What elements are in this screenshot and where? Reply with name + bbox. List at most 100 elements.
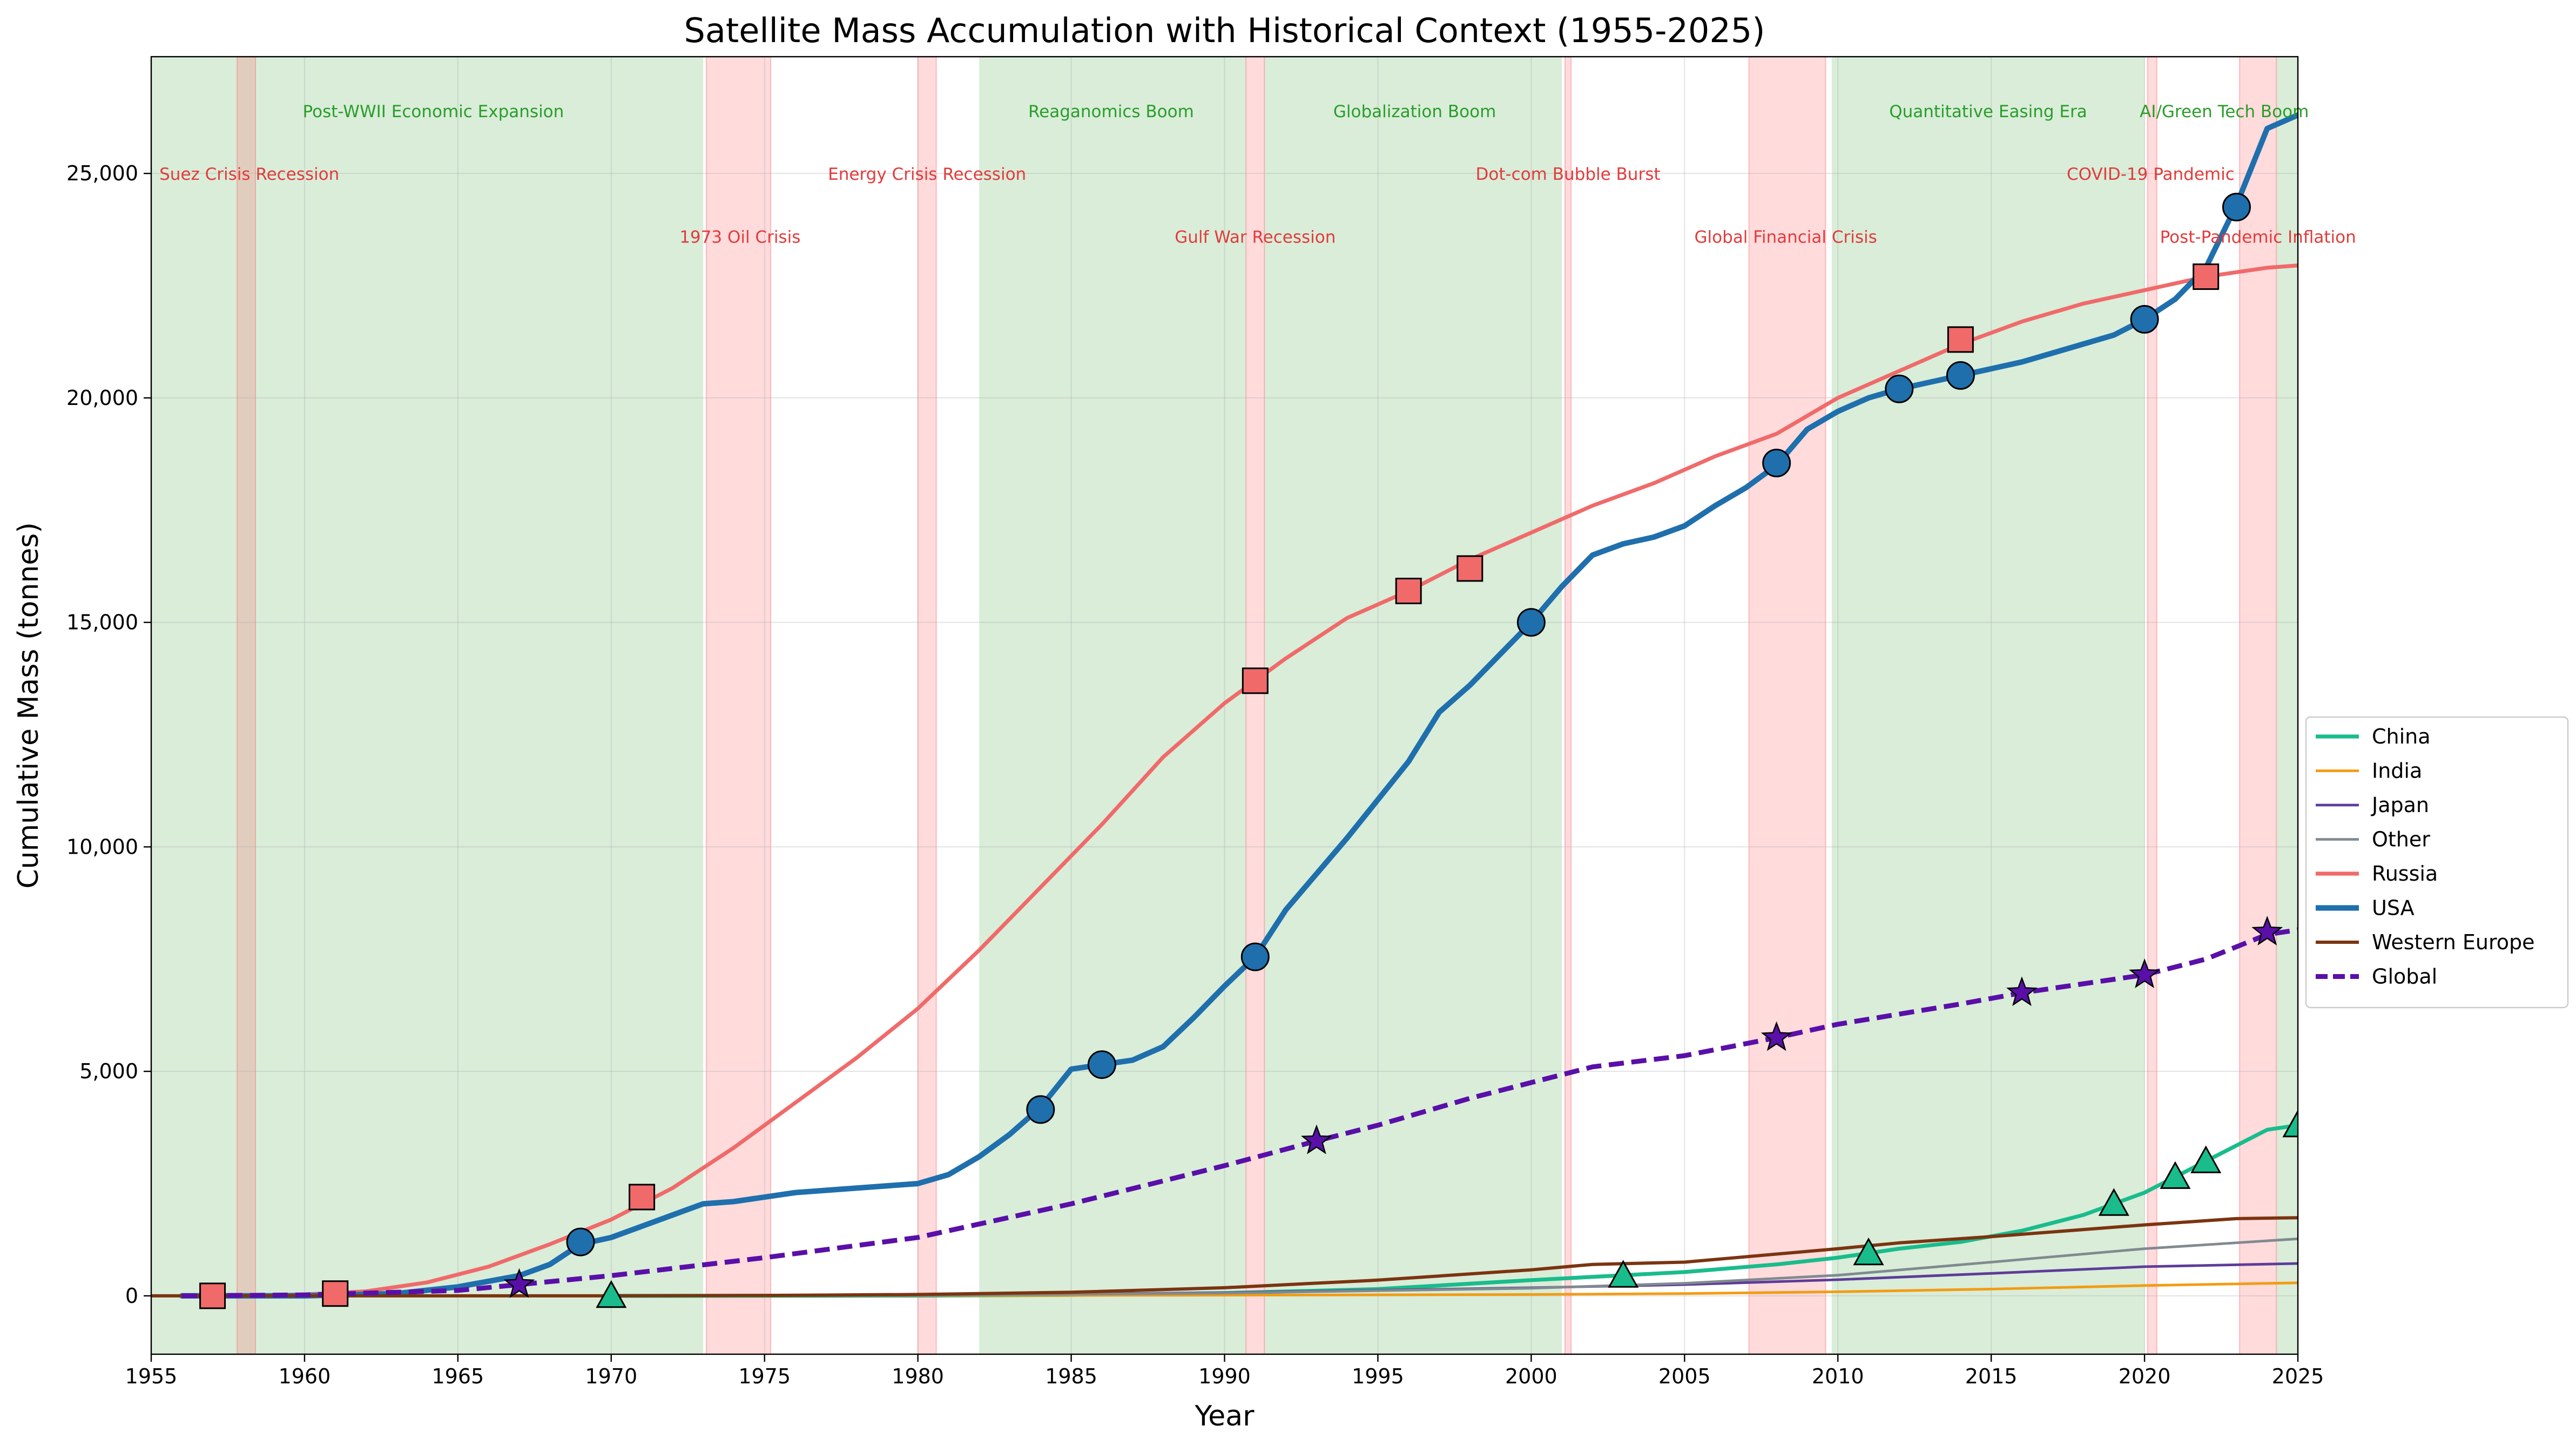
marker-usa — [1240, 942, 1270, 971]
legend-label-japan: Japan — [2371, 793, 2429, 817]
y-axis-label: Cumulative Mass (tonnes) — [12, 522, 45, 889]
recession-band-global-financial-crisis — [1748, 57, 1826, 1354]
legend-box — [2305, 716, 2569, 1009]
legend-label-china: China — [2372, 725, 2431, 748]
recession-label-suez-crisis-recession: Suez Crisis Recession — [159, 165, 339, 184]
recession-label-dot-com-bubble-burst: Dot-com Bubble Burst — [1475, 165, 1660, 184]
legend-label-other: Other — [2372, 828, 2430, 852]
x-tick-label: 1965 — [431, 1364, 484, 1388]
marker-usa — [566, 1227, 595, 1256]
y-tick-label: 25,000 — [66, 161, 138, 185]
y-tick-label: 15,000 — [66, 611, 138, 634]
series-lines — [151, 112, 2298, 1299]
x-tick-label: 1995 — [1352, 1364, 1404, 1388]
x-tick-label: 1980 — [892, 1364, 944, 1388]
x-axis-label: Year — [1194, 1400, 1255, 1433]
marker-china — [1853, 1237, 1884, 1266]
period-bands — [151, 57, 2298, 1354]
recession-band-suez-crisis-recession — [237, 57, 257, 1354]
chart-title: Satellite Mass Accumulation with Histori… — [684, 11, 1765, 50]
marker-russia — [1456, 555, 1483, 582]
legend-label-usa: USA — [2372, 896, 2415, 920]
recession-band-post-pandemic-inflation — [2239, 57, 2277, 1354]
recession-band-1973-oil-crisis — [705, 57, 772, 1354]
recession-band-gulf-war-recession — [1245, 57, 1265, 1354]
axes: 1955 1960 1965 1970 1975 1980 1985 1990 1995 2000… — [66, 161, 2324, 1388]
marker-china — [2098, 1188, 2129, 1216]
legend-label-india: India — [2372, 759, 2422, 783]
legend-label-russia: Russia — [2372, 862, 2438, 886]
x-tick-label: 1970 — [585, 1364, 637, 1388]
boom-band-quantitative-easing-era — [1831, 57, 2145, 1354]
x-tick-label: 1985 — [1045, 1364, 1097, 1388]
series-line-russia — [211, 263, 2298, 1298]
marker-usa — [1516, 608, 1546, 637]
y-tick-label: 10,000 — [66, 835, 138, 859]
boom-band-reaganomics-boom — [979, 57, 1246, 1354]
marker-russia — [2193, 263, 2220, 290]
marker-china — [1608, 1260, 1639, 1288]
series-markers — [199, 193, 2298, 1309]
legend-label-western-europe: Western Europe — [2372, 930, 2535, 954]
boom-band-post-wwii-economic-expansion — [151, 57, 704, 1354]
marker-usa — [2222, 193, 2251, 222]
recession-band-energy-crisis-recession — [917, 57, 937, 1354]
marker-russia — [629, 1184, 656, 1211]
marker-china — [2190, 1145, 2222, 1173]
x-tick-label: 2010 — [1812, 1364, 1864, 1388]
recession-band-covid-19-pandemic — [2147, 57, 2157, 1354]
marker-russia — [1947, 326, 1974, 353]
recession-label-energy-crisis-recession: Energy Crisis Recession — [828, 165, 1026, 184]
legend: China India Japan Other Russia USA Western Eur… — [2305, 716, 2569, 1009]
recession-label-covid-19-pandemic: COVID-19 Pandemic — [2067, 165, 2235, 184]
y-tick-label: 5,000 — [79, 1059, 138, 1083]
x-tick-label: 1955 — [125, 1364, 178, 1388]
x-tick-label: 1975 — [738, 1364, 791, 1388]
legend-label-global: Global — [2372, 965, 2437, 989]
marker-usa — [1026, 1095, 1055, 1124]
x-tick-label: 2015 — [1965, 1364, 2018, 1388]
marker-china — [2160, 1161, 2191, 1189]
recession-label-gulf-war-recession: Gulf War Recession — [1175, 228, 1336, 247]
marker-russia — [1242, 667, 1269, 694]
series-line-western-europe — [151, 1216, 2298, 1298]
x-tick-label: 1960 — [279, 1364, 331, 1388]
recession-label-post-pandemic-inflation: Post-Pandemic Inflation — [2160, 228, 2356, 247]
marker-global — [2006, 976, 2038, 1006]
marker-china — [2282, 1109, 2298, 1138]
boom-band-globalization-boom — [1264, 57, 1562, 1354]
y-tick-label: 20,000 — [66, 386, 138, 410]
recession-label-global-financial-crisis: Global Financial Crisis — [1695, 228, 1877, 247]
marker-russia — [1395, 577, 1422, 604]
marker-global — [503, 1268, 535, 1298]
marker-usa — [2130, 305, 2159, 334]
marker-global — [2251, 915, 2283, 945]
x-tick-label: 2005 — [1658, 1364, 1711, 1388]
marker-china — [596, 1280, 627, 1308]
marker-usa — [1885, 374, 1914, 403]
marker-usa — [1946, 361, 1975, 390]
boom-label-ai-green-tech-boom: AI/Green Tech Boom — [2140, 102, 2309, 121]
period-labels: Post-WWII Economic Expansion Reaganomics … — [159, 102, 2356, 247]
y-tick-label: 0 — [125, 1284, 138, 1308]
marker-global — [1761, 1021, 1792, 1051]
marker-russia — [322, 1280, 349, 1307]
marker-global — [2129, 958, 2160, 988]
marker-usa — [1087, 1050, 1116, 1079]
marker-usa — [1762, 448, 1791, 477]
x-tick-label: 2020 — [2119, 1364, 2171, 1388]
boom-band-ai-green-tech-boom — [2276, 57, 2298, 1354]
marker-russia — [199, 1282, 226, 1309]
marker-global — [1300, 1124, 1332, 1154]
x-tick-label: 2000 — [1505, 1364, 1557, 1388]
boom-label-reaganomics-boom: Reaganomics Boom — [1028, 102, 1194, 121]
boom-label-quantitative-easing-era: Quantitative Easing Era — [1889, 102, 2087, 121]
recession-band-dot-com-bubble-burst — [1564, 57, 1572, 1354]
series-line-global — [181, 927, 2298, 1299]
boom-label-globalization-boom: Globalization Boom — [1333, 102, 1496, 121]
x-tick-label: 2025 — [2272, 1364, 2324, 1388]
recession-label-1973-oil-crisis: 1973 Oil Crisis — [679, 228, 800, 247]
boom-label-post-wwii-economic-expansion: Post-WWII Economic Expansion — [303, 102, 564, 121]
